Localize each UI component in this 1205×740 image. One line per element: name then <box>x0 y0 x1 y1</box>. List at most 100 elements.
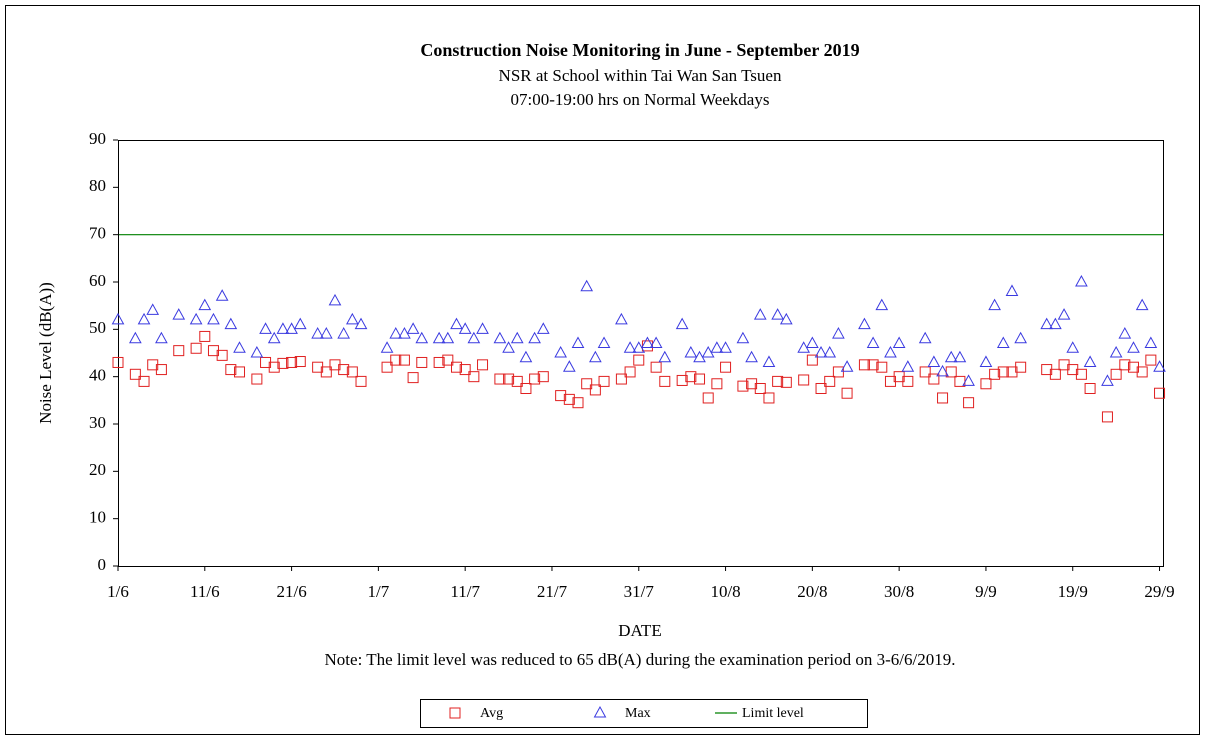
data-point <box>459 364 471 376</box>
data-point <box>1101 411 1113 423</box>
data-point <box>918 331 932 344</box>
data-point <box>1040 317 1054 330</box>
data-point <box>1005 284 1019 296</box>
data-point <box>354 317 368 330</box>
data-point <box>867 359 879 371</box>
chart-border <box>5 5 1200 735</box>
data-point <box>137 312 151 325</box>
data-point <box>493 331 507 344</box>
data-point <box>623 341 637 353</box>
data-point <box>277 357 289 369</box>
data-point <box>416 356 428 368</box>
data-point <box>1049 317 1062 330</box>
data-point <box>1127 341 1140 353</box>
data-point <box>450 317 463 330</box>
data-point <box>936 364 949 377</box>
data-point <box>355 375 367 387</box>
data-point <box>268 361 280 373</box>
data-point <box>1101 374 1114 386</box>
data-point <box>563 393 575 405</box>
data-point <box>233 341 246 353</box>
y-tick-label: 0 <box>98 555 107 574</box>
data-point <box>1153 360 1166 372</box>
data-point <box>155 364 167 376</box>
data-point <box>736 331 750 344</box>
data-point <box>675 317 689 330</box>
data-point <box>953 350 967 363</box>
data-point <box>632 341 646 353</box>
data-point <box>858 317 871 330</box>
data-point <box>980 378 992 390</box>
data-point <box>1066 341 1080 353</box>
data-point <box>389 327 403 339</box>
data-point <box>633 354 645 366</box>
data-point <box>562 360 576 372</box>
data-point <box>702 392 714 404</box>
x-tick-label: 21/6 <box>276 582 306 601</box>
data-point <box>1057 308 1071 320</box>
data-point <box>502 341 515 353</box>
data-point <box>155 331 168 344</box>
y-tick-label: 80 <box>89 176 106 195</box>
data-point <box>832 327 845 339</box>
data-point <box>798 374 810 386</box>
data-point <box>199 330 211 342</box>
data-point <box>111 312 125 325</box>
data-point <box>1135 298 1149 311</box>
data-point <box>754 383 766 394</box>
y-tick-label: 60 <box>89 271 106 290</box>
legend-marker <box>593 705 607 718</box>
legend-label: Limit level <box>742 706 804 721</box>
data-point <box>129 331 142 344</box>
data-point <box>884 345 897 358</box>
data-point <box>753 308 767 320</box>
data-point <box>259 322 272 334</box>
data-point <box>832 366 844 378</box>
data-point <box>876 361 888 373</box>
data-point <box>650 361 662 373</box>
data-point <box>1136 366 1148 378</box>
data-point <box>823 345 837 358</box>
data-point <box>979 355 993 367</box>
data-point <box>927 355 941 367</box>
data-point <box>198 298 212 311</box>
data-point <box>685 371 697 383</box>
legend-box <box>420 699 868 728</box>
data-point <box>694 373 706 385</box>
x-tick-label: 30/8 <box>884 582 914 601</box>
data-point <box>328 293 342 306</box>
x-tick-label: 19/9 <box>1058 582 1088 601</box>
data-point <box>815 383 827 394</box>
data-point <box>572 397 584 409</box>
x-tick-label: 1/6 <box>107 582 129 601</box>
data-point <box>346 366 358 378</box>
data-point <box>937 392 949 404</box>
x-axis-label: DATE <box>618 621 661 640</box>
data-point <box>589 350 602 363</box>
data-point <box>1015 361 1027 373</box>
data-point <box>701 345 715 358</box>
data-point <box>216 349 228 361</box>
data-point <box>1014 331 1028 344</box>
data-point <box>311 327 324 339</box>
data-point <box>1109 345 1123 358</box>
data-point <box>173 345 185 357</box>
data-point <box>814 345 828 358</box>
data-point <box>536 322 550 334</box>
data-point <box>433 356 445 368</box>
data-point <box>824 375 836 387</box>
y-tick-label: 40 <box>89 366 106 385</box>
x-tick-label: 11/7 <box>450 582 480 601</box>
data-point <box>458 322 472 334</box>
data-point <box>779 312 793 325</box>
data-point <box>597 336 611 349</box>
data-point <box>320 366 332 378</box>
data-point <box>1144 336 1158 349</box>
data-point <box>190 342 202 354</box>
data-point <box>840 360 854 372</box>
x-tick-label: 31/7 <box>624 582 655 601</box>
data-point <box>529 373 541 385</box>
data-point <box>250 345 264 358</box>
data-point <box>772 375 784 387</box>
